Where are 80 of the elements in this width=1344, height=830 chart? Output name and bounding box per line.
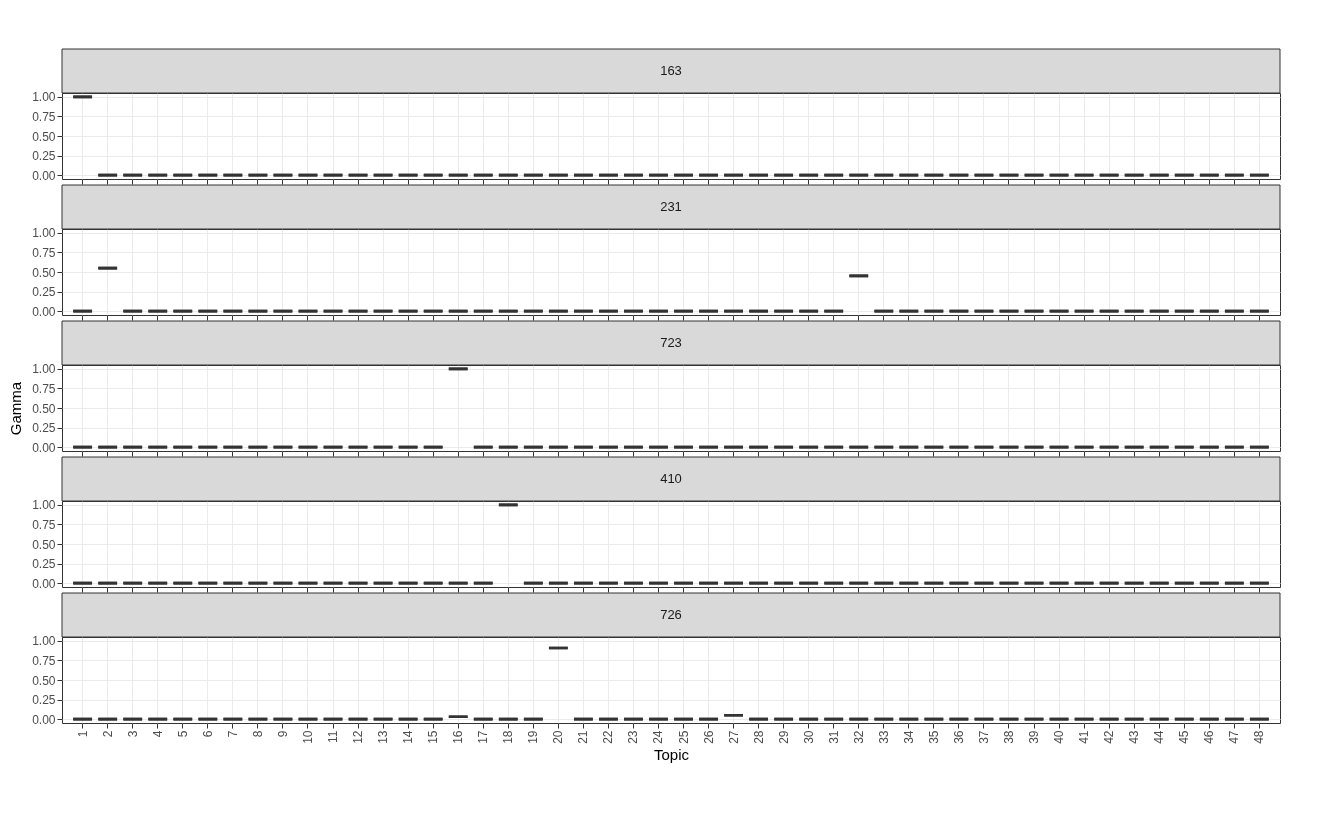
y-tick-label: 0.75 [32,109,56,124]
y-tick-label: 1.00 [32,90,56,105]
x-tick-label: 14 [401,730,416,744]
y-tick-label: 0.00 [32,712,56,727]
x-tick-label: 46 [1202,730,1217,744]
x-tick-label: 38 [1001,730,1016,744]
x-tick-label: 36 [951,730,966,744]
x-tick-label: 6 [200,730,215,738]
x-axis-title: Topic [653,745,690,763]
chart-title: 163 [660,63,682,78]
y-tick-label: 0.50 [32,265,56,280]
x-tick-label: 4 [150,730,165,738]
x-tick-label: 24 [651,730,666,744]
x-tick-label: 26 [701,730,716,744]
x-tick-label: 35 [926,730,941,744]
x-tick-label: 28 [751,730,766,744]
x-tick-label: 30 [801,730,816,744]
x-tick-label: 40 [1052,730,1067,744]
chart-title: 723 [660,335,682,350]
y-tick-label: 0.50 [32,129,56,144]
x-tick-label: 48 [1252,730,1267,744]
x-tick-label: 20 [551,730,566,744]
x-tick-label: 29 [776,730,791,744]
y-tick-label: 1.00 [32,226,56,241]
x-tick-label: 19 [526,730,541,744]
x-tick-label: 3 [125,730,140,738]
chart-title: 726 [660,607,682,622]
x-tick-label: 37 [976,730,991,744]
y-tick-label: 1.00 [32,362,56,377]
x-tick-label: 43 [1127,730,1142,744]
x-tick-label: 41 [1077,730,1092,744]
y-axis-title: Gamma [7,381,25,436]
x-tick-label: 8 [250,730,265,738]
y-tick-label: 0.75 [32,381,56,396]
x-tick-label: 12 [351,730,366,744]
x-tick-label: 13 [376,730,391,744]
x-tick-label: 39 [1027,730,1042,744]
x-tick-label: 23 [626,730,641,744]
y-tick-label: 0.75 [32,517,56,532]
x-tick-label: 18 [501,730,516,744]
y-tick-label: 0.25 [32,421,56,436]
y-tick-label: 0.00 [32,576,56,591]
chart-title: 231 [660,199,682,214]
y-tick-label: 0.50 [32,537,56,552]
x-tick-label: 47 [1227,730,1242,744]
y-tick-label: 1.00 [32,634,56,649]
y-tick-label: 0.50 [32,673,56,688]
x-tick-label: 32 [851,730,866,744]
x-tick-label: 22 [601,730,616,744]
y-tick-label: 0.00 [32,304,56,319]
x-tick-label: 33 [876,730,891,744]
x-tick-label: 45 [1177,730,1192,744]
x-tick-label: 27 [726,730,741,744]
x-tick-label: 7 [225,730,240,738]
x-tick-label: 16 [451,730,466,744]
y-tick-label: 0.00 [32,168,56,183]
x-tick-label: 42 [1102,730,1117,744]
x-tick-label: 15 [426,730,441,744]
x-tick-label: 11 [326,730,341,743]
y-tick-label: 0.75 [32,245,56,260]
y-tick-label: 0.25 [32,693,56,708]
x-tick-label: 10 [300,730,315,744]
y-tick-label: 0.00 [32,440,56,455]
y-tick-label: 1.00 [32,498,56,513]
y-tick-label: 0.25 [32,285,56,300]
x-tick-label: 31 [826,730,841,744]
x-tick-label: 2 [100,730,115,738]
y-tick-label: 0.75 [32,653,56,668]
x-tick-label: 1 [75,730,90,738]
y-tick-label: 0.25 [32,557,56,572]
y-tick-label: 0.25 [32,149,56,164]
x-tick-label: 44 [1152,730,1167,744]
x-tick-label: 34 [901,730,916,744]
y-tick-label: 0.50 [32,401,56,416]
x-tick-label: 17 [476,730,491,744]
x-tick-label: 25 [676,730,691,744]
x-tick-label: 21 [576,730,591,744]
chart-title: 410 [660,471,682,486]
x-tick-label: 9 [275,730,290,738]
x-tick-label: 5 [175,730,190,738]
